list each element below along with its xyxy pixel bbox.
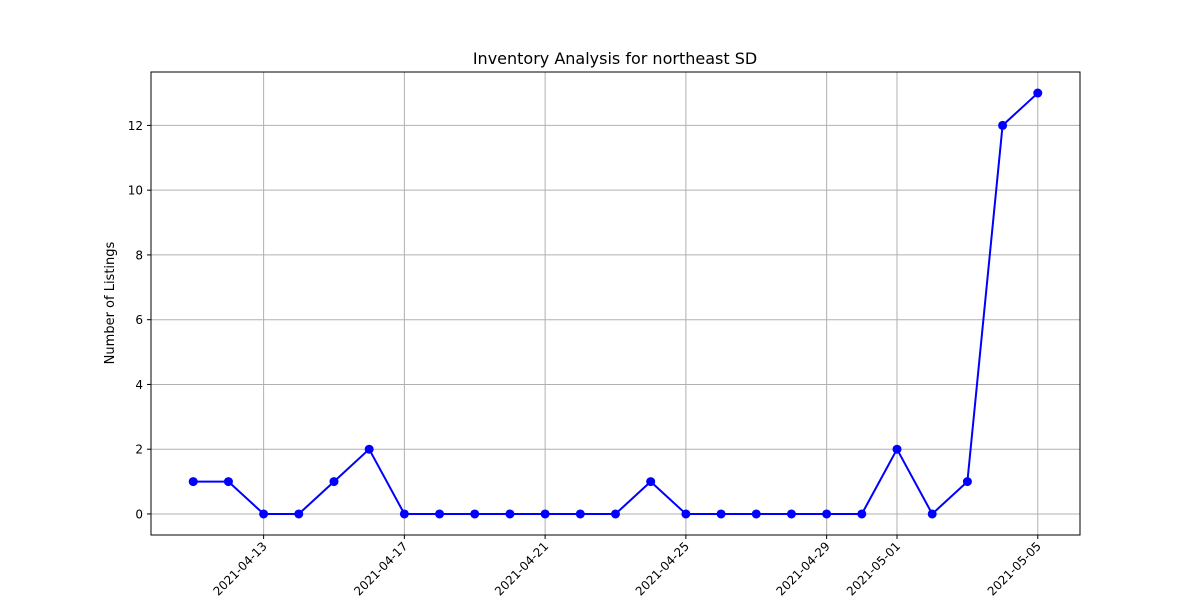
data-point — [962, 477, 972, 487]
data-point — [223, 477, 233, 487]
data-point — [998, 120, 1008, 130]
data-point — [435, 509, 445, 519]
y-tick-label: 2 — [135, 443, 143, 457]
plot-frame — [150, 71, 1081, 536]
data-point — [751, 509, 761, 519]
data-point — [575, 509, 585, 519]
y-tick-label: 10 — [128, 184, 143, 198]
data-point — [329, 477, 339, 487]
data-point — [822, 509, 832, 519]
data-point — [540, 509, 550, 519]
data-point — [399, 509, 409, 519]
y-tick-label: 12 — [128, 119, 143, 133]
data-point — [857, 509, 867, 519]
data-point — [1033, 88, 1043, 98]
data-series — [188, 88, 1043, 519]
data-point — [786, 509, 796, 519]
data-point — [716, 509, 726, 519]
y-tick-label: 6 — [135, 313, 143, 327]
data-point — [611, 509, 620, 519]
data-point — [927, 509, 937, 519]
data-point — [259, 509, 269, 519]
data-point — [681, 509, 691, 519]
grid-lines — [151, 72, 1080, 535]
data-point — [505, 509, 515, 519]
data-point — [294, 509, 304, 519]
y-axis-label: Number of Listings — [103, 241, 118, 364]
data-point — [470, 509, 480, 519]
data-point — [646, 477, 656, 487]
y-tick-label: 0 — [135, 507, 143, 521]
data-point — [892, 444, 902, 454]
data-point — [364, 444, 374, 454]
axes — [150, 71, 1081, 536]
y-tick-label: 8 — [135, 248, 143, 262]
data-point — [188, 477, 198, 487]
y-tick-label: 4 — [135, 378, 143, 392]
chart-title: Inventory Analysis for northeast SD — [473, 49, 757, 68]
